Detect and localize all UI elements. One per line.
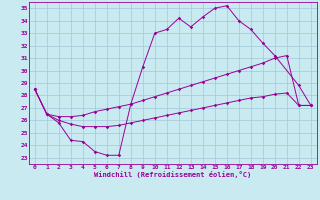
X-axis label: Windchill (Refroidissement éolien,°C): Windchill (Refroidissement éolien,°C): [94, 171, 252, 178]
